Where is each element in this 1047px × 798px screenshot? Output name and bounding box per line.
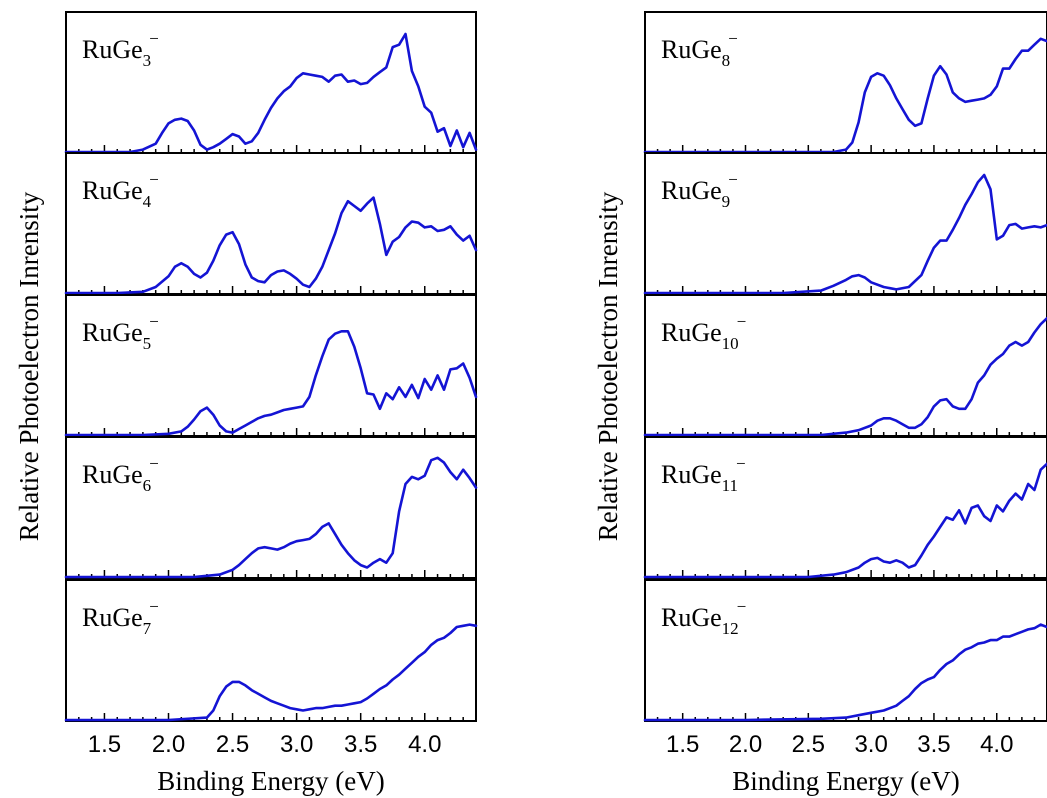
left-y-axis-label: Relative Photoelectron Inrensity <box>14 191 44 541</box>
panel-label-RuGe5: RuGe5 − <box>82 312 159 353</box>
panel-label-RuGe7: RuGe7 − <box>82 597 159 638</box>
panel-frame <box>644 152 1047 295</box>
right-x-tick-label: 2.0 <box>729 731 762 758</box>
left-x-tick-label: 3.5 <box>344 731 377 758</box>
panel-label-base: RuGe <box>661 318 722 347</box>
spectrum-trace-RuGe9 <box>643 173 1047 295</box>
spectrum-trace-RuGe10 <box>643 316 1047 437</box>
panel-label-subscript: 6 <box>143 476 152 495</box>
panel-label-superscript: − <box>737 312 747 331</box>
left-panel-RuGe7: RuGe7 − <box>64 579 478 722</box>
spectrum-trace-RuGe7 <box>64 623 478 722</box>
panel-label-subscript: 5 <box>143 334 152 353</box>
left-x-tick-label: 1.5 <box>88 731 121 758</box>
panel-label-subscript: 7 <box>143 619 152 638</box>
spectrum-trace-RuGe3 <box>64 32 478 154</box>
panel-label-superscript: − <box>149 29 159 48</box>
panel-label-RuGe9: RuGe9 − <box>661 170 738 211</box>
right-panel-RuGe9: RuGe9 − <box>643 152 1047 295</box>
panel-frame <box>65 436 477 579</box>
panel-label-superscript: − <box>149 170 159 189</box>
spectrum-trace-RuGe11 <box>643 462 1047 579</box>
panel-label-base: RuGe <box>661 460 722 489</box>
spectrum-trace-RuGe4 <box>64 196 478 295</box>
panel-frame <box>644 579 1047 722</box>
panel-label-base: RuGe <box>82 460 143 489</box>
panel-frame <box>644 294 1047 437</box>
panel-label-subscript: 4 <box>143 192 152 211</box>
left-panel-RuGe4: RuGe4 − <box>64 152 478 295</box>
right-x-tick-label: 1.5 <box>666 731 699 758</box>
right-x-tick-label: 4.0 <box>980 731 1013 758</box>
left-x-axis-label: Binding Energy (eV) <box>157 766 384 796</box>
panel-label-base: RuGe <box>82 35 143 64</box>
panel-label-subscript: 9 <box>722 192 731 211</box>
panel-label-superscript: − <box>737 597 747 616</box>
panel-label-RuGe12: RuGe12 − <box>661 597 746 638</box>
panel-frame <box>644 11 1047 154</box>
right-panel-RuGe12: RuGe12 − <box>643 579 1047 722</box>
panel-label-subscript: 8 <box>722 51 731 70</box>
right-x-tick-label: 2.5 <box>792 731 825 758</box>
panel-frame <box>644 436 1047 579</box>
panel-label-RuGe6: RuGe6 − <box>82 454 159 495</box>
spectrum-trace-RuGe12 <box>643 623 1047 722</box>
panel-label-subscript: 12 <box>722 619 739 638</box>
right-y-axis-label: Relative Photoelectron Inrensity <box>593 191 623 541</box>
right-panel-RuGe10: RuGe10 − <box>643 294 1047 437</box>
panel-label-RuGe8: RuGe8 − <box>661 29 738 70</box>
panel-label-superscript: − <box>728 170 738 189</box>
spectrum-trace-RuGe5 <box>64 329 478 437</box>
panel-label-RuGe11: RuGe11 − <box>661 454 746 495</box>
spectrum-trace-RuGe6 <box>64 456 478 579</box>
right-x-tick-label: 3.0 <box>854 731 887 758</box>
left-x-tick-label: 2.5 <box>216 731 249 758</box>
panel-label-base: RuGe <box>82 176 143 205</box>
right-panel-RuGe11: RuGe11 − <box>643 436 1047 579</box>
panel-label-superscript: − <box>149 454 159 473</box>
panel-label-RuGe4: RuGe4 − <box>82 170 159 211</box>
panel-label-superscript: − <box>728 29 738 48</box>
panel-label-subscript: 10 <box>722 334 739 353</box>
left-panel-RuGe3: RuGe3 − <box>64 11 478 154</box>
left-panel-RuGe6: RuGe6 − <box>64 436 478 579</box>
right-x-tick-label: 3.5 <box>917 731 950 758</box>
panel-label-RuGe3: RuGe3 − <box>82 29 159 70</box>
panel-label-subscript: 11 <box>722 476 738 495</box>
panel-frame <box>65 11 477 154</box>
panel-frame <box>65 152 477 295</box>
spectrum-trace-RuGe8 <box>643 37 1047 154</box>
panel-label-superscript: − <box>149 312 159 331</box>
panel-label-subscript: 3 <box>143 51 152 70</box>
panel-label-superscript: − <box>149 597 159 616</box>
left-x-tick-label: 2.0 <box>152 731 185 758</box>
right-x-axis-label: Binding Energy (eV) <box>732 766 959 796</box>
panel-label-base: RuGe <box>661 35 722 64</box>
panel-label-RuGe10: RuGe10 − <box>661 312 746 353</box>
right-panel-RuGe8: RuGe8 − <box>643 11 1047 154</box>
left-panel-RuGe5: RuGe5 − <box>64 294 478 437</box>
left-x-tick-label: 4.0 <box>408 731 441 758</box>
panel-label-superscript: − <box>736 454 746 473</box>
panel-label-base: RuGe <box>661 176 722 205</box>
left-x-tick-label: 3.0 <box>280 731 313 758</box>
panel-label-base: RuGe <box>661 603 722 632</box>
panel-label-base: RuGe <box>82 318 143 347</box>
panel-label-base: RuGe <box>82 603 143 632</box>
